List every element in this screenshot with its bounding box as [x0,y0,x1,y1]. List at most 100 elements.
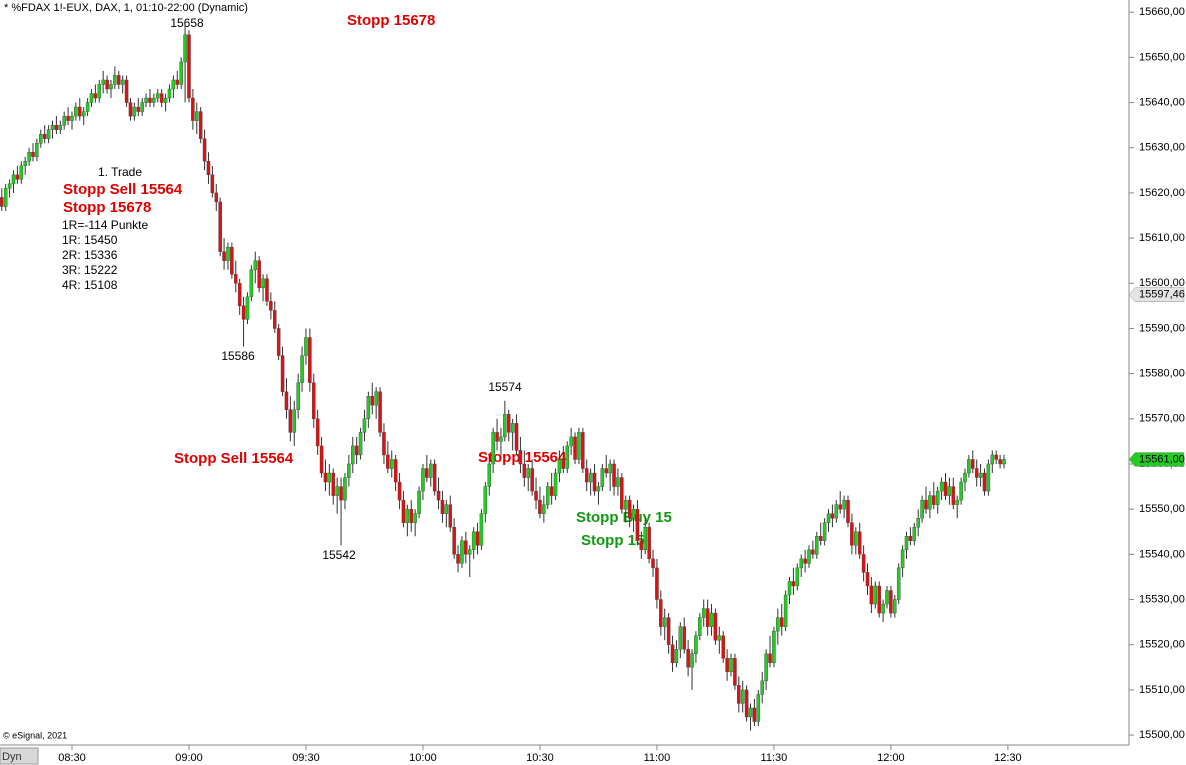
candle-body [140,102,144,112]
candle-body [382,432,386,456]
candle-body [764,653,768,682]
candle-body [635,508,640,541]
candle-body [280,355,285,392]
candle-body [842,499,846,510]
candle-body [701,608,706,618]
candle-body [284,391,289,410]
candle-body [846,499,850,523]
mode-box[interactable] [0,747,39,765]
x-tick-label: 11:30 [761,752,788,764]
candle-body [514,423,519,451]
candle-body [772,630,776,663]
candle-body [378,391,382,433]
mode-label[interactable]: Dyn [2,751,22,763]
candle-body [163,97,168,103]
candle-body [456,554,460,564]
candle-body [249,269,254,298]
candle-body [234,274,238,284]
y-tick-label: 15600,00 [1139,277,1185,289]
y-tick-label: 15520,00 [1139,639,1185,651]
candle-body [327,472,332,483]
candle-body [705,608,710,627]
annotation: 2R: 15336 [62,248,118,262]
candle-body [97,84,102,99]
price-marker-label: 15597,46 [1139,289,1185,301]
candle-body [491,432,495,465]
x-tick-label: 10:30 [526,752,554,764]
x-tick-label: 08:30 [58,752,86,764]
candle-body [877,585,881,614]
candle-body [331,472,336,496]
annotation: 15586 [221,349,255,363]
candle-body [479,513,484,546]
candle-body [273,310,277,329]
candle-body [577,432,581,460]
x-tick-label: 10:00 [409,752,437,764]
candle-body [510,423,515,433]
candle-body [971,459,975,469]
candle-body [397,481,402,501]
x-tick-label: 09:00 [175,752,203,764]
candle-body [967,459,971,474]
candle-body [791,581,796,587]
candle-body [694,635,698,654]
candle-body [807,549,811,564]
candle-body [350,445,355,465]
candle-body [436,490,441,501]
candle-body [721,635,725,659]
candle-body [81,111,86,117]
candle-body [549,486,554,496]
candle-body [709,612,714,627]
candle-body [46,129,51,139]
candle-body [686,649,690,668]
candle-body [904,536,909,551]
price-marker [1128,452,1185,467]
candle-body [109,84,113,90]
candle-body [596,486,601,492]
x-tick-label: 09:30 [292,752,320,764]
candle-body [237,283,242,307]
candle-body [120,79,125,85]
candle-body [296,382,300,410]
annotation: 1. Trade [98,165,142,179]
candle-body [386,454,390,469]
candle-body [448,504,453,528]
candle-body [335,486,339,496]
candle-body [542,504,546,514]
candle-body [483,486,488,514]
candle-body [362,418,367,433]
annotation: Stopp 15678 [347,12,435,29]
candle-body [167,88,172,99]
candle-body [912,527,917,541]
candle-body [179,61,183,85]
candle-body [128,102,133,117]
candle-body [175,79,180,85]
candle-body [23,161,27,167]
candle-body [105,79,109,90]
candle-body [854,531,858,546]
candle-body [85,102,90,112]
candle-body [156,93,160,99]
candle-body [811,549,815,555]
candle-body [526,468,531,478]
candle-body [58,124,63,130]
candle-body [257,260,261,288]
candle-body [195,111,199,121]
candle-body [42,133,47,139]
candle-body [374,391,378,406]
candle-body [604,468,608,474]
candle-body [393,459,398,483]
y-tick-label: 15610,00 [1139,232,1185,244]
price-marker [1128,287,1185,302]
candle-body [202,138,207,162]
candle-body [538,499,542,514]
candle-body [795,567,800,587]
y-tick-label: 15630,00 [1139,142,1185,154]
candle-body [799,558,803,569]
candle-body [464,540,468,555]
candle-body [545,486,550,505]
candle-body [733,658,737,686]
candle-body [132,106,137,117]
candle-body [639,540,644,551]
candle-body [561,459,566,469]
